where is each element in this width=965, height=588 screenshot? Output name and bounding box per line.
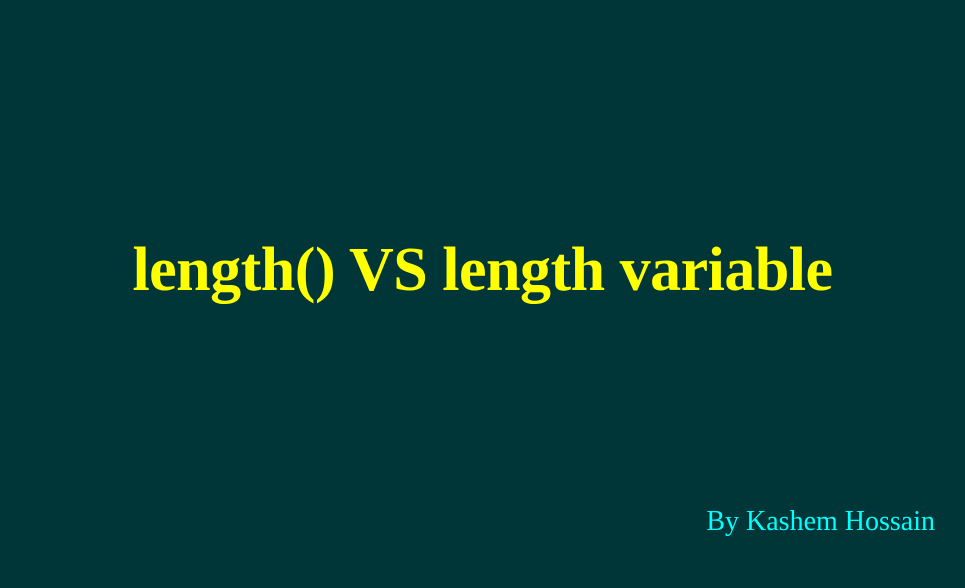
slide-title: length() VS length variable bbox=[132, 236, 833, 304]
author-byline: By Kashem Hossain bbox=[706, 506, 935, 537]
